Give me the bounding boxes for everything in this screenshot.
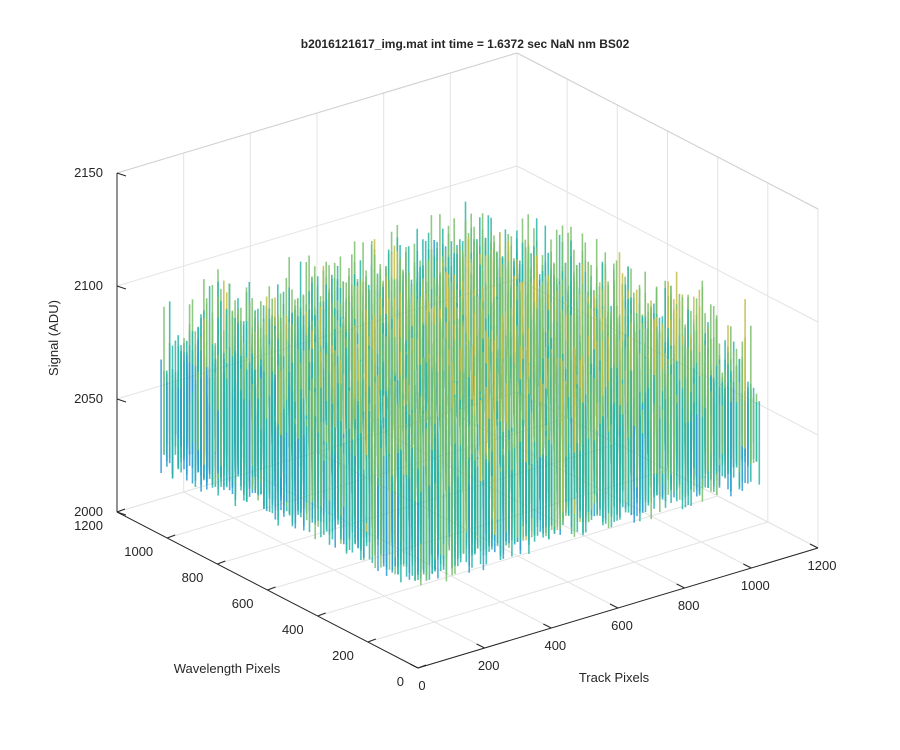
side-wall-grid-line (516, 165, 819, 323)
surface-plot (160, 201, 761, 586)
back-wall-grid-line (116, 165, 518, 287)
floor-grid-line (367, 521, 768, 643)
back-walls-grid (116, 52, 819, 669)
box-edge (516, 52, 819, 210)
box-edge (116, 52, 518, 174)
floor-grid-line (267, 469, 668, 591)
